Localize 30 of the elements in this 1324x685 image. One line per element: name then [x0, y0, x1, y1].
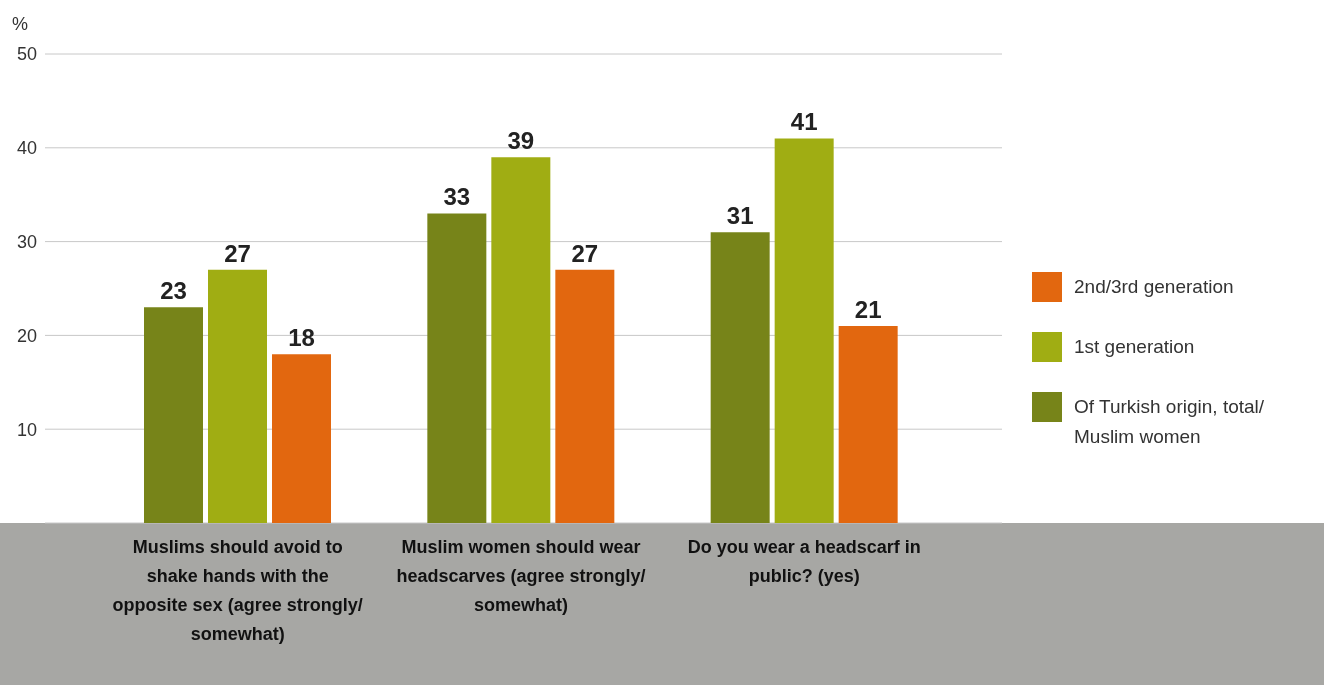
data-label: 27: [571, 239, 599, 267]
y-tick-label: 10: [16, 419, 37, 440]
data-label: 31: [726, 202, 754, 230]
y-tick-label: 30: [16, 231, 37, 252]
data-label: 39: [507, 127, 535, 155]
y-tick-label: 40: [16, 138, 37, 159]
legend-label: 2nd/3rd generation: [1074, 275, 1235, 299]
bar: [272, 354, 331, 523]
bar: [710, 232, 770, 523]
y-tick-label: 50: [16, 44, 37, 65]
data-label: 23: [160, 277, 187, 305]
bar: [144, 307, 203, 523]
y-axis-title: %: [12, 14, 29, 35]
bar: [838, 326, 898, 523]
bar: [491, 157, 551, 523]
data-label: 33: [443, 183, 471, 211]
bar: [774, 138, 834, 523]
bar: [427, 213, 487, 523]
legend-label: 1st generation: [1074, 335, 1196, 359]
bar: [555, 269, 615, 523]
data-label: 41: [790, 108, 818, 136]
x-tick-label: Do you wear a headscarf in public? (yes): [686, 536, 922, 588]
data-label: 27: [224, 239, 251, 267]
bar: [208, 269, 267, 523]
y-tick-label: 20: [16, 325, 37, 346]
x-tick-label: Muslim women should wear headscarves (agree strongly/ somewhat): [395, 536, 647, 617]
data-label: 21: [854, 296, 882, 324]
legend-label: Of Turkish origin, total/ Muslim women: [1074, 395, 1266, 449]
x-tick-label: Muslims should avoid to shake hands with the opposite sex (agree strongly/ somewhat): [111, 536, 364, 646]
data-label: 18: [288, 324, 315, 352]
